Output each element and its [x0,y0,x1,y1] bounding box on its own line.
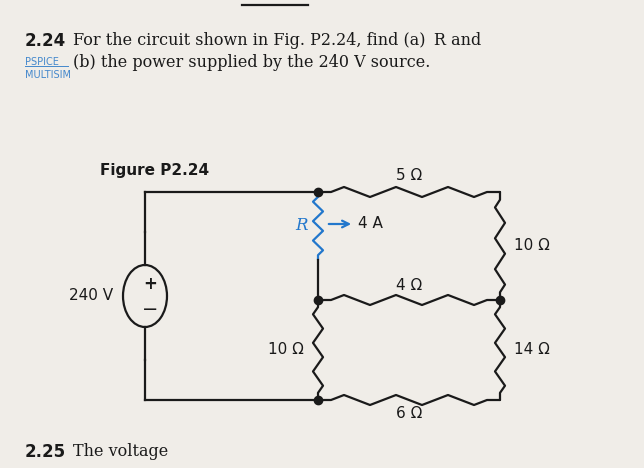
Text: 4 A: 4 A [358,217,383,232]
Text: Figure P2.24: Figure P2.24 [100,163,209,178]
Text: 10 Ω: 10 Ω [514,239,550,254]
Text: 4 Ω: 4 Ω [396,278,422,293]
Text: For the circuit shown in Fig. P2.24, find (a)  R and: For the circuit shown in Fig. P2.24, fin… [73,32,481,49]
Text: 2.24: 2.24 [25,32,66,50]
Text: MULTISIM: MULTISIM [25,70,71,80]
Text: (b) the power supplied by the 240 V source.: (b) the power supplied by the 240 V sour… [73,54,430,71]
Text: R: R [296,218,308,234]
Text: +: + [143,275,157,293]
Text: 2.25: 2.25 [25,443,66,461]
Text: The voltage: The voltage [73,443,168,460]
Text: −: − [142,300,158,319]
Text: 5 Ω: 5 Ω [396,168,422,183]
Text: 14 Ω: 14 Ω [514,343,550,358]
Text: 6 Ω: 6 Ω [396,407,422,422]
Text: PSPICE: PSPICE [25,57,59,67]
Text: 240 V: 240 V [69,288,113,304]
Text: 10 Ω: 10 Ω [268,343,304,358]
